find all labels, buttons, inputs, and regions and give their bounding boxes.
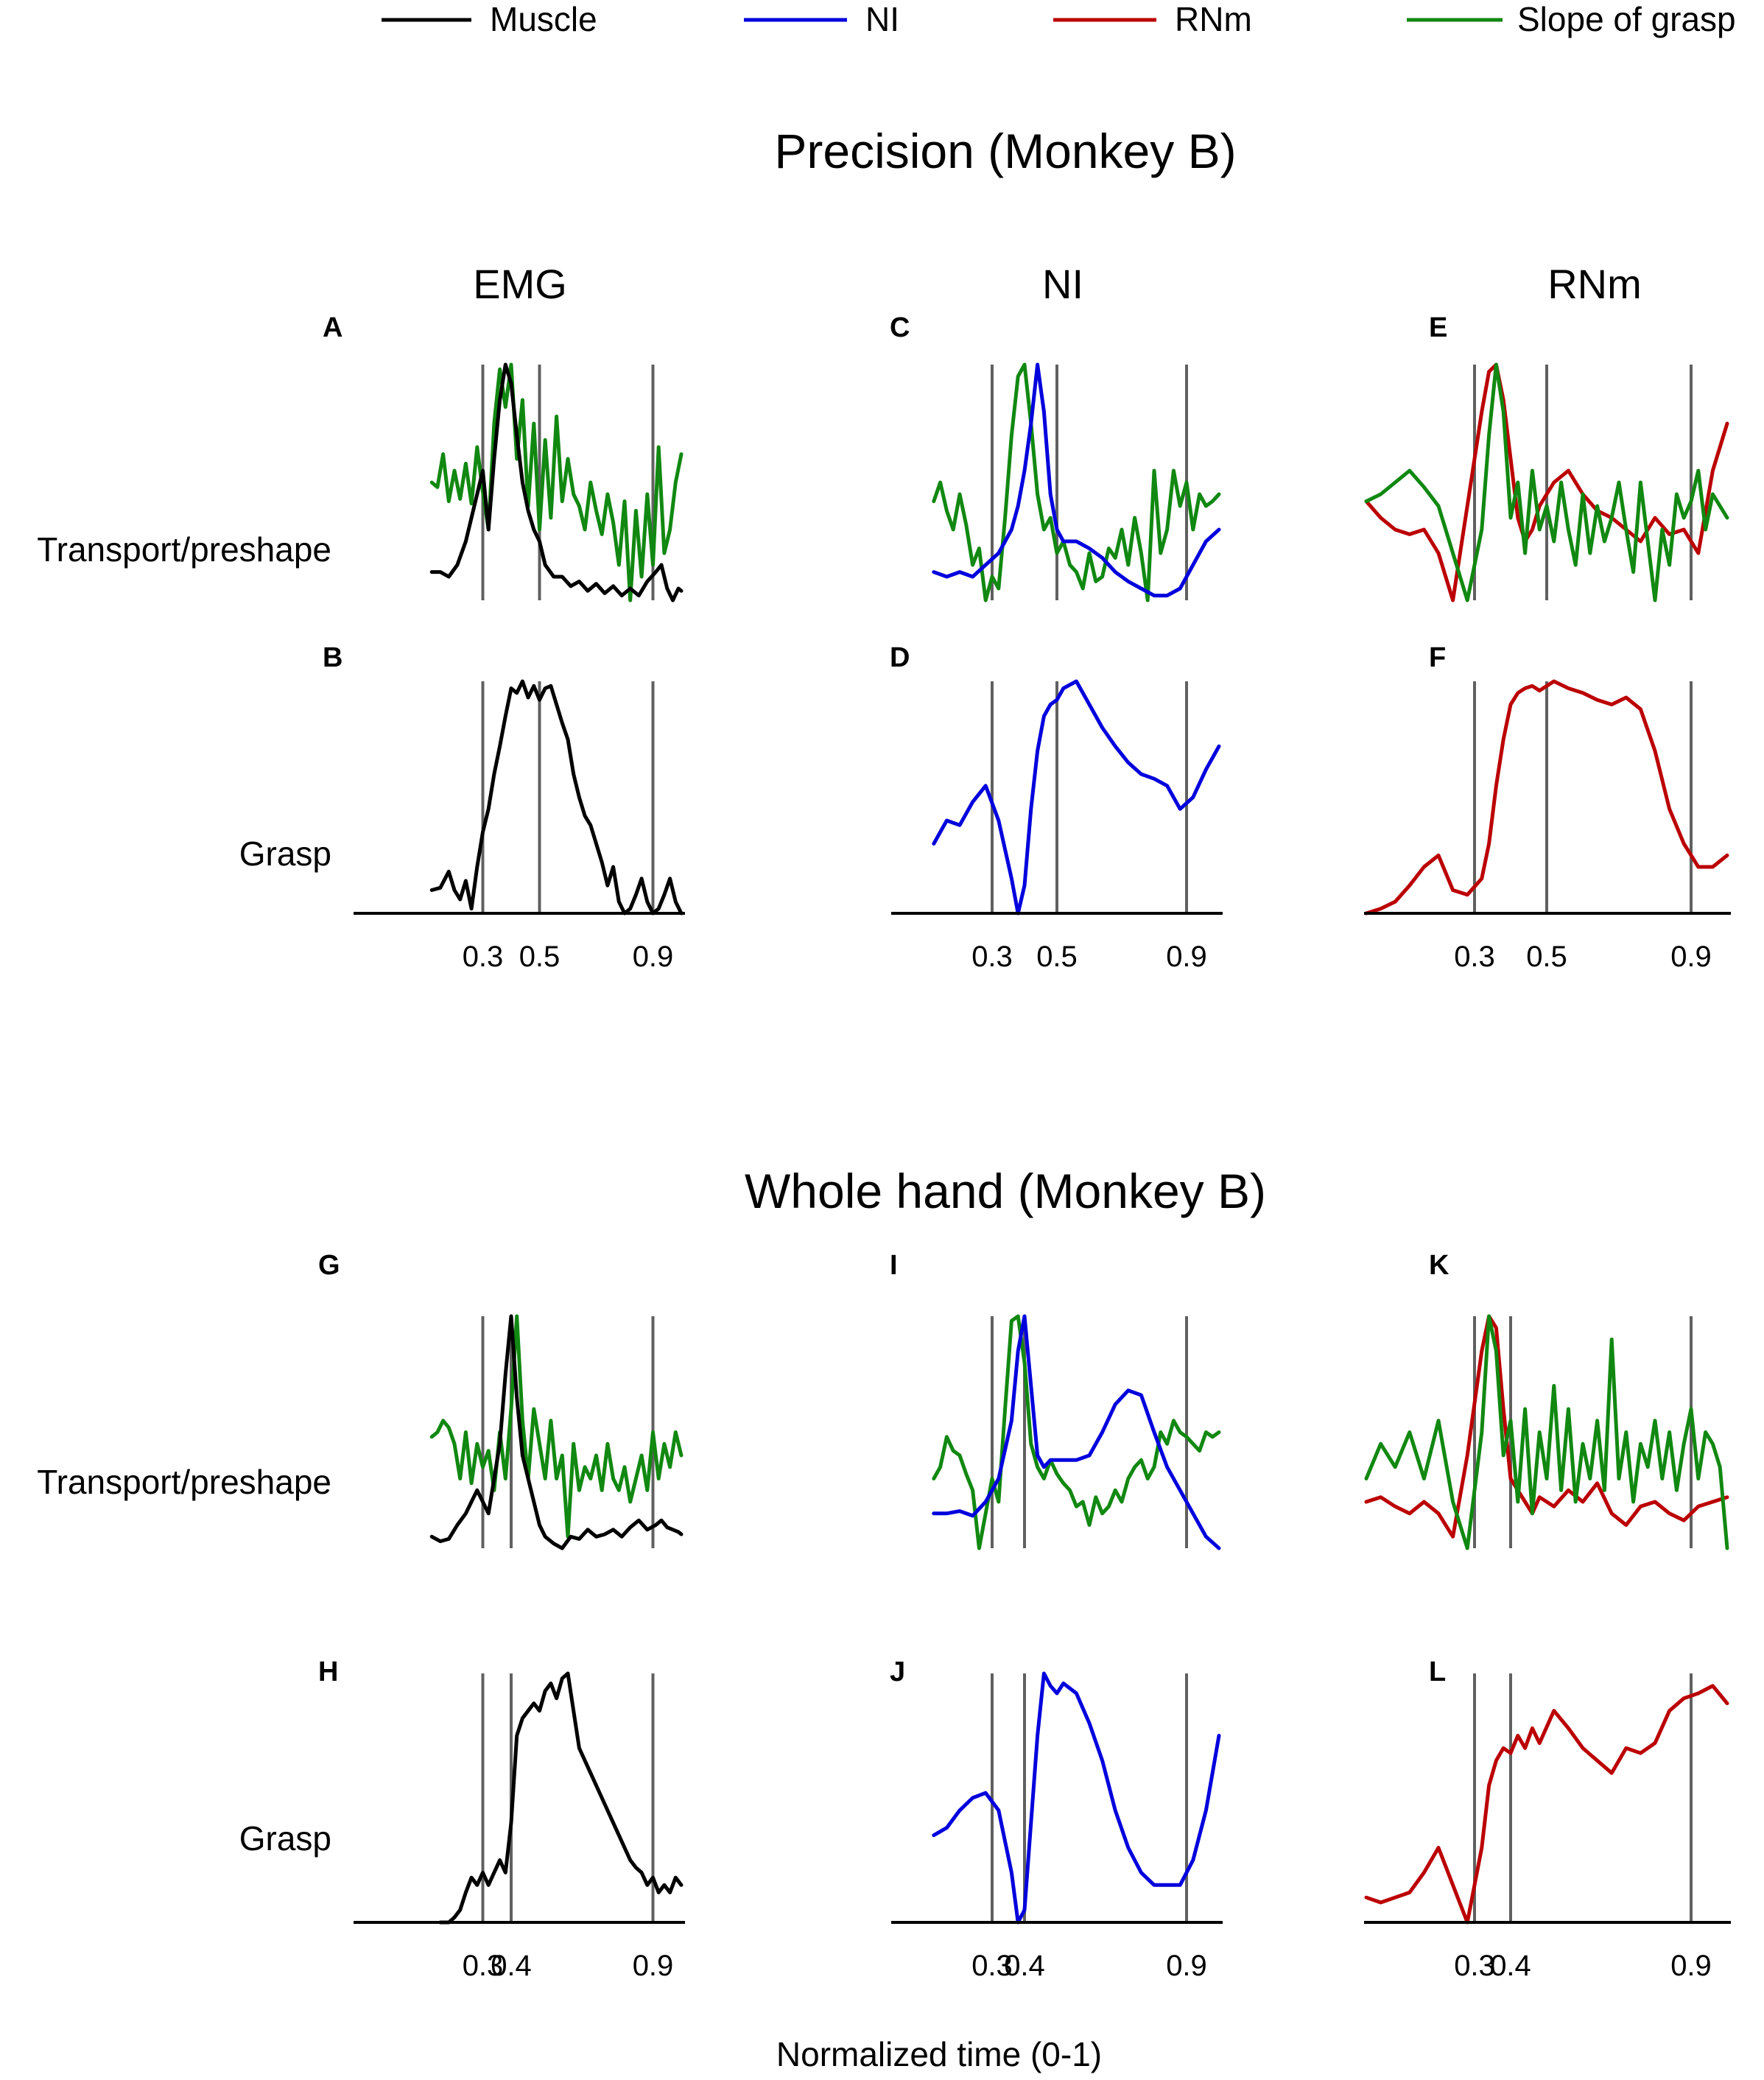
section-title-whole-hand: Whole hand (Monkey B) — [745, 1164, 1266, 1218]
series-a-slope-of-grasp — [429, 362, 684, 602]
tick-label-l-0-4: 0.4 — [1490, 1950, 1531, 1982]
series-e-slope-of-grasp — [1364, 362, 1729, 602]
tick-label-f-0-5: 0.5 — [1526, 941, 1567, 973]
panel-a: A — [323, 312, 684, 602]
panel-c: C — [890, 312, 1221, 602]
legend-entry-ni: NI — [744, 0, 899, 38]
tick-label-d-0-9: 0.9 — [1166, 941, 1207, 973]
series-i-slope-of-grasp — [932, 1314, 1221, 1550]
series-c-slope-of-grasp — [932, 362, 1221, 602]
panel-h: H 0.30.4 0.9 — [318, 1656, 685, 1982]
tick-label-h-0-4: 0.4 — [491, 1950, 532, 1982]
panel-i: I — [890, 1250, 1221, 1550]
tick-label-b-0-9: 0.9 — [633, 941, 674, 973]
tick-label-l-0-3: 0.3 — [1454, 1950, 1495, 1982]
series-e-rnm — [1364, 362, 1729, 602]
legend: Muscle NI RNm Slope of grasp — [382, 0, 1736, 38]
tick-label-f-0-3: 0.3 — [1454, 941, 1495, 973]
series-a-muscle — [429, 362, 684, 602]
column-title-ni: NI — [1042, 261, 1083, 307]
panel-d: D 0.3 0.5 0.9 — [890, 642, 1223, 973]
series-k-rnm — [1364, 1314, 1729, 1539]
panel-label-d: D — [890, 642, 910, 673]
panel-label-j: J — [890, 1656, 905, 1687]
row-label-grasp-whole: Grasp — [239, 1819, 331, 1858]
tick-label-j-0-4: 0.4 — [1004, 1950, 1045, 1982]
series-l-rnm — [1364, 1684, 1729, 1925]
panel-label-e: E — [1429, 312, 1447, 343]
tick-label-b-0-5: 0.5 — [519, 941, 561, 973]
legend-label-slope: Slope of grasp — [1517, 0, 1736, 38]
tick-label-l-0-9: 0.9 — [1670, 1950, 1712, 1982]
series-c-ni — [932, 362, 1221, 598]
panel-b: B 0.3 0.5 0.9 — [323, 642, 685, 973]
row-label-transport-precision: Transport/preshape — [37, 530, 331, 569]
tick-label-j-0-3: 0.3 — [971, 1950, 1013, 1982]
series-g-slope-of-grasp — [429, 1314, 684, 1539]
series-f-rnm — [1364, 679, 1729, 916]
row-label-grasp-precision: Grasp — [239, 835, 331, 873]
legend-label-ni: NI — [865, 0, 899, 38]
panel-label-f: F — [1429, 642, 1446, 673]
panel-label-k: K — [1429, 1250, 1449, 1281]
legend-entry-slope: Slope of grasp — [1407, 0, 1736, 38]
legend-label-rnm: RNm — [1175, 0, 1252, 38]
column-title-rnm: RNm — [1547, 261, 1642, 307]
panel-e: E — [1364, 312, 1729, 602]
series-j-ni — [932, 1671, 1221, 1925]
series-g-muscle — [429, 1314, 684, 1550]
panel-label-c: C — [890, 312, 910, 343]
panel-label-l: L — [1429, 1656, 1446, 1687]
column-title-emg: EMG — [473, 261, 567, 307]
tick-label-j-0-9: 0.9 — [1166, 1950, 1207, 1982]
series-i-ni — [932, 1314, 1221, 1550]
panel-k: K — [1364, 1250, 1729, 1550]
panel-label-h: H — [318, 1656, 338, 1687]
panel-l: L 0.30.4 0.9 — [1364, 1656, 1731, 1982]
panel-label-a: A — [323, 312, 342, 343]
series-b-muscle — [429, 679, 684, 916]
tick-label-f-0-9: 0.9 — [1670, 941, 1712, 973]
tick-label-h-0-3: 0.3 — [463, 1950, 504, 1982]
panel-label-b: B — [323, 642, 342, 673]
section-title-precision: Precision (Monkey B) — [774, 124, 1236, 178]
series-k-slope-of-grasp — [1364, 1314, 1729, 1550]
tick-label-d-0-5: 0.5 — [1036, 941, 1078, 973]
panel-label-i: I — [890, 1250, 898, 1281]
tick-label-h-0-9: 0.9 — [633, 1950, 674, 1982]
series-h-muscle — [438, 1671, 684, 1925]
tick-label-b-0-3: 0.3 — [463, 941, 504, 973]
panel-g: G — [318, 1250, 684, 1550]
legend-entry-muscle: Muscle — [382, 0, 597, 38]
tick-label-d-0-3: 0.3 — [971, 941, 1013, 973]
legend-entry-rnm: RNm — [1053, 0, 1252, 38]
panel-j: J 0.30.4 0.9 — [890, 1656, 1223, 1982]
x-axis-label: Normalized time (0-1) — [776, 2035, 1102, 2073]
panel-label-g: G — [318, 1250, 340, 1281]
row-label-transport-whole: Transport/preshape — [37, 1463, 331, 1501]
series-d-ni — [932, 679, 1221, 916]
panel-f: F 0.3 0.5 0.9 — [1364, 642, 1731, 973]
legend-label-muscle: Muscle — [490, 0, 597, 38]
